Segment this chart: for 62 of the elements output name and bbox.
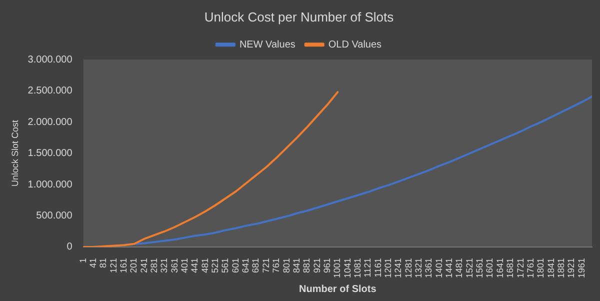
x-tick-label: 1241 [393, 258, 404, 278]
x-tick-label: 1161 [372, 258, 383, 278]
x-tick-label: 1081 [352, 258, 362, 278]
x-tick-label: 401 [180, 258, 190, 274]
x-tick-label: 1561 [474, 258, 485, 278]
chart-title: Unlock Cost per Number of Slots [204, 9, 394, 24]
x-tick-label: 841 [291, 258, 302, 274]
y-axis-title: Unlock Slot Cost [10, 120, 20, 187]
x-tick-label: 521 [210, 258, 220, 274]
x-tick-label: 641 [240, 258, 251, 274]
x-tick-label: 1121 [362, 258, 373, 278]
x-tick-label: 681 [250, 258, 261, 274]
y-tick-label: 500.000 [36, 210, 73, 222]
y-tick-label: 3.000.000 [28, 54, 73, 66]
x-tick-label: 1481 [454, 258, 464, 278]
x-tick-label: 1681 [505, 258, 516, 278]
y-tick-label: 1.000.000 [28, 179, 73, 190]
x-tick-label: 121 [108, 258, 118, 274]
x-tick-label: 1281 [403, 258, 414, 278]
x-tick-label: 721 [260, 258, 271, 274]
x-tick-label: 881 [302, 258, 312, 274]
x-tick-label: 1521 [464, 258, 474, 278]
x-tick-label: 961 [322, 258, 332, 274]
y-tick-label: 2.500.000 [28, 86, 73, 97]
x-tick-label: 441 [190, 258, 200, 274]
legend-label: OLD Values [328, 39, 382, 50]
y-tick-label: 0 [66, 242, 73, 253]
x-tick-label: 201 [128, 258, 139, 274]
x-tick-label: 561 [220, 258, 230, 274]
x-tick-label: 361 [169, 258, 180, 274]
x-axis-title: Number of Slots [299, 284, 377, 295]
x-tick-label: 1641 [494, 258, 505, 278]
x-tick-label: 1001 [332, 258, 342, 278]
x-tick-label: 1441 [444, 258, 454, 278]
x-tick-label: 1321 [414, 258, 424, 278]
x-tick-label: 1761 [525, 258, 536, 278]
x-tick-label: 281 [148, 258, 159, 274]
x-tick-label: 1201 [383, 258, 393, 278]
x-tick-label: 1801 [536, 258, 546, 278]
x-tick-label: 81 [98, 258, 108, 268]
x-tick-label: 481 [200, 258, 210, 274]
x-tick-label: 1041 [342, 258, 352, 278]
x-tick-label: 1 [78, 258, 88, 263]
x-tick-label: 1841 [546, 258, 556, 278]
x-tick-label: 161 [118, 258, 128, 274]
x-tick-label: 601 [230, 258, 240, 274]
x-tick-label: 1961 [576, 258, 586, 278]
x-tick-label: 41 [88, 258, 98, 268]
x-tick-label: 801 [281, 258, 292, 274]
x-tick-label: 321 [159, 258, 170, 274]
y-tick-label: 1.500.000 [28, 148, 73, 160]
x-tick-label: 921 [312, 258, 322, 274]
x-tick-label: 761 [271, 258, 282, 274]
x-tick-label: 1361 [424, 258, 434, 278]
x-tick-label: 1721 [515, 258, 526, 278]
x-tick-label: 1401 [434, 258, 444, 278]
x-tick-label: 1601 [484, 258, 495, 278]
x-tick-label: 241 [138, 258, 149, 274]
legend-label: NEW Values [239, 39, 296, 50]
y-tick-label: 2.000.000 [28, 116, 73, 128]
x-tick-label: 1881 [556, 258, 566, 278]
x-tick-label: 1921 [566, 258, 576, 278]
